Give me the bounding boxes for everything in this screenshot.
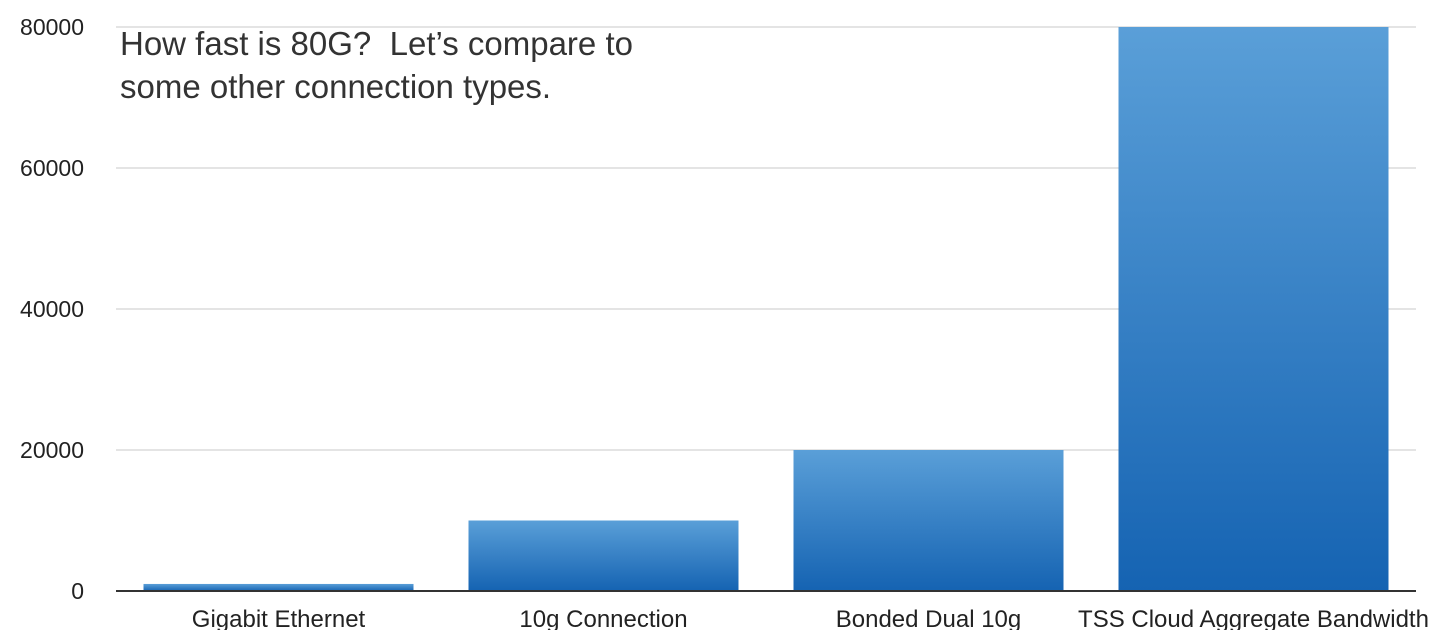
x-category-label: Bonded Dual 10g xyxy=(836,606,1021,630)
y-tick-label: 80000 xyxy=(20,14,84,40)
bar-gigabit-ethernet xyxy=(143,583,414,591)
y-tick-label: 60000 xyxy=(20,155,84,181)
y-tick-labels: 0 20000 40000 60000 80000 xyxy=(20,14,84,604)
x-category-label: TSS Cloud Aggregate Bandwidth xyxy=(1078,606,1429,630)
annotation-line-2: some other connection types. xyxy=(120,68,552,105)
x-category-labels: Gigabit Ethernet 10g Connection Bonded Dua… xyxy=(192,606,1429,630)
annotation-line-1: How fast is 80G? Let’s compare to xyxy=(120,25,633,62)
bars xyxy=(143,27,1389,591)
bar-tss-cloud-aggregate-bandwidth xyxy=(1118,27,1389,591)
y-tick-label: 20000 xyxy=(20,437,84,463)
x-category-label: Gigabit Ethernet xyxy=(192,606,366,630)
bar-bonded-dual-10g xyxy=(793,450,1064,591)
bar-10g-connection xyxy=(468,520,739,591)
chart-annotation: How fast is 80G? Let’s compare to some o… xyxy=(120,22,740,108)
y-tick-label: 0 xyxy=(71,578,84,604)
x-category-label: 10g Connection xyxy=(519,606,687,630)
y-tick-label: 40000 xyxy=(20,296,84,322)
